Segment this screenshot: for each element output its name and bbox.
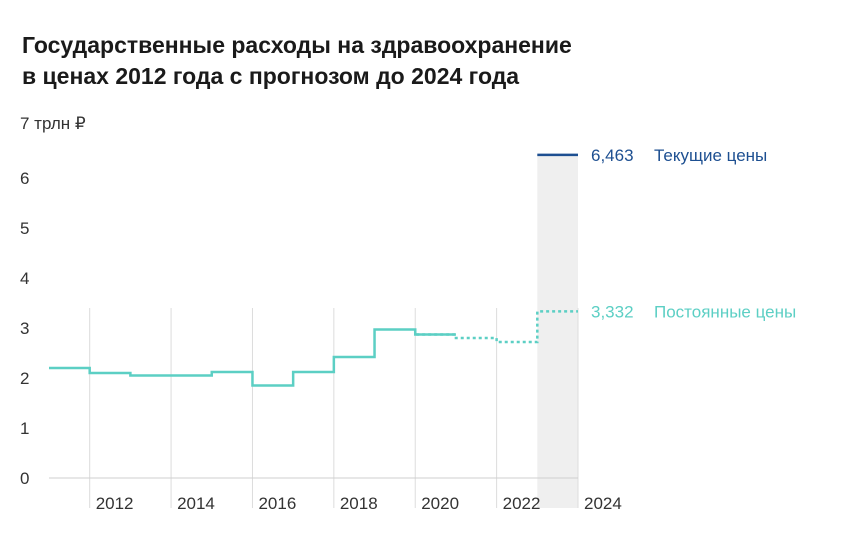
x-tick-label-2014: 2014: [177, 494, 215, 513]
annotation-current-name: Текущие цены: [654, 146, 767, 165]
y-axis-top-label: 7 трлн ₽: [20, 114, 86, 133]
x-tick-label-2022: 2022: [503, 494, 541, 513]
chart-title-line-1: Государственные расходы на здравоохранен…: [22, 32, 572, 58]
annotation-current-value: 6,463: [591, 146, 634, 165]
x-tick-label-2020: 2020: [421, 494, 459, 513]
x-tick-label-2024: 2024: [584, 494, 622, 513]
x-tick-label-2016: 2016: [258, 494, 296, 513]
y-tick-label-0: 0: [20, 469, 29, 488]
annotation-constant-value: 3,332: [591, 302, 634, 321]
x-tick-label-2018: 2018: [340, 494, 378, 513]
x-tick-label-2012: 2012: [96, 494, 134, 513]
chart-title: Государственные расходы на здравоохранен…: [22, 30, 572, 92]
y-tick-label-1: 1: [20, 419, 29, 438]
series-constant-solid: [49, 328, 456, 387]
y-tick-label-2: 2: [20, 369, 29, 388]
series-constant-forecast: [413, 310, 578, 344]
annotation-constant-name: Постоянные цены: [654, 302, 796, 321]
y-tick-label-3: 3: [20, 319, 29, 338]
y-tick-label-4: 4: [20, 269, 29, 288]
y-tick-label-5: 5: [20, 219, 29, 238]
chart-title-line-2: в ценах 2012 года с прогнозом до 2024 го…: [22, 63, 520, 89]
y-tick-label-6: 6: [20, 169, 29, 188]
forecast-band: [537, 154, 578, 508]
